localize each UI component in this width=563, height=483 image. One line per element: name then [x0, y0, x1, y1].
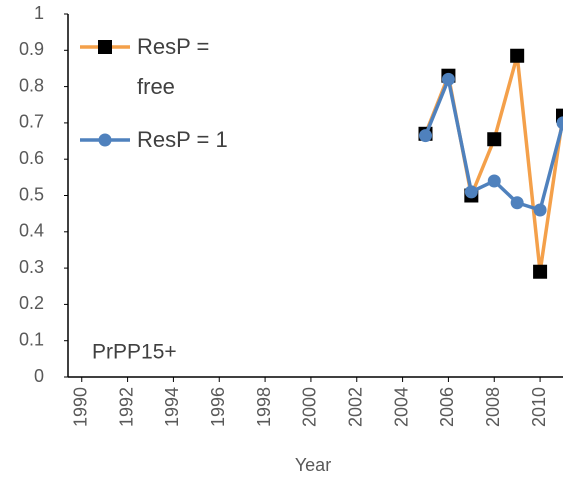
y-tick-label: 0.3	[19, 257, 44, 277]
y-tick-label: 0.1	[19, 329, 44, 349]
legend-label: ResP = 1	[137, 127, 228, 152]
marker	[556, 108, 563, 123]
x-tick-label: 1990	[71, 387, 91, 427]
marker	[441, 72, 455, 86]
x-tick-label: 2010	[529, 387, 549, 427]
y-tick-label: 0.9	[19, 39, 44, 59]
y-tick-label: 0.4	[19, 221, 44, 241]
y-tick-label: 0.6	[19, 148, 44, 168]
legend-marker	[98, 40, 112, 54]
x-axis-label: Year	[295, 455, 331, 475]
x-tick-label: 1992	[116, 387, 136, 427]
legend-label: ResP = free	[137, 34, 210, 99]
x-tick-label: 1998	[254, 387, 274, 427]
x-tick-label: 2008	[483, 387, 503, 427]
y-tick-label: 1	[34, 3, 44, 23]
legend-marker	[98, 133, 112, 147]
x-tick-label: 2000	[300, 387, 320, 427]
x-tick-label: 2002	[346, 387, 366, 427]
y-tick-label: 0	[34, 366, 44, 386]
x-tick-label: 2004	[391, 387, 411, 427]
marker	[510, 48, 525, 63]
marker	[533, 203, 547, 217]
marker	[419, 129, 432, 143]
annotation: PrPP15+	[92, 341, 177, 364]
y-tick-label: 0.2	[19, 293, 44, 313]
x-tick-label: 1996	[208, 387, 228, 427]
marker	[487, 174, 501, 188]
x-tick-label: 1994	[162, 387, 182, 427]
y-tick-label: 0.7	[19, 112, 44, 132]
marker	[533, 264, 548, 279]
marker	[510, 196, 524, 210]
x-tick-label: 2006	[437, 387, 457, 427]
y-tick-label: 0.8	[19, 75, 44, 95]
y-tick-label: 0.5	[19, 184, 44, 204]
marker	[487, 132, 502, 147]
marker	[464, 185, 478, 199]
marker	[556, 116, 563, 130]
